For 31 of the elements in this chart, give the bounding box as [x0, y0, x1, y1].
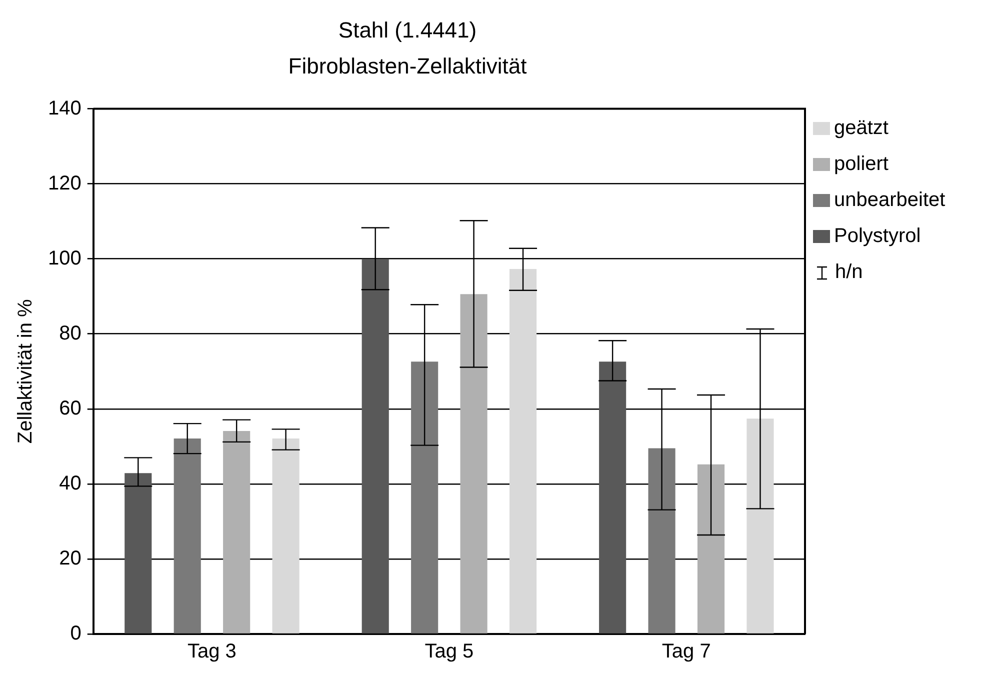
bar — [362, 258, 389, 634]
bar — [124, 473, 152, 634]
bar — [509, 268, 537, 634]
legend-label: Polystyrol — [834, 225, 921, 248]
bar — [174, 438, 201, 634]
x-tick-label: Tag 3 — [188, 640, 236, 663]
bar — [223, 431, 250, 634]
bar — [460, 294, 488, 634]
y-tick-label: 0 — [70, 622, 82, 645]
legend-label: geätzt — [834, 117, 888, 140]
y-axis-title: Zellaktivität in % — [14, 298, 37, 444]
bar — [648, 448, 676, 634]
text: h/n — [835, 261, 863, 284]
x-tick-label: Tag 5 — [424, 640, 474, 663]
y-tick-label: 20 — [59, 547, 82, 570]
bar — [599, 362, 626, 634]
y-tick-label: 40 — [59, 472, 82, 494]
bar — [697, 464, 725, 634]
bar — [411, 362, 438, 634]
x-tick-label: Tag 7 — [662, 640, 711, 663]
chart-title: Stahl (1.4441) — [338, 17, 477, 42]
legend-label: poliert — [834, 153, 888, 176]
chart-subtitle: Fibroblasten-Zellaktivität — [288, 54, 527, 79]
y-tick-label: 100 — [48, 247, 82, 270]
legend-label: unbearbeitet — [834, 189, 946, 212]
bar — [272, 438, 300, 634]
y-tick-label: 120 — [48, 172, 82, 194]
y-tick-label: 60 — [59, 397, 82, 420]
y-tick-label: 140 — [48, 97, 82, 120]
y-tick-label: 80 — [59, 322, 82, 344]
bar — [746, 418, 774, 634]
